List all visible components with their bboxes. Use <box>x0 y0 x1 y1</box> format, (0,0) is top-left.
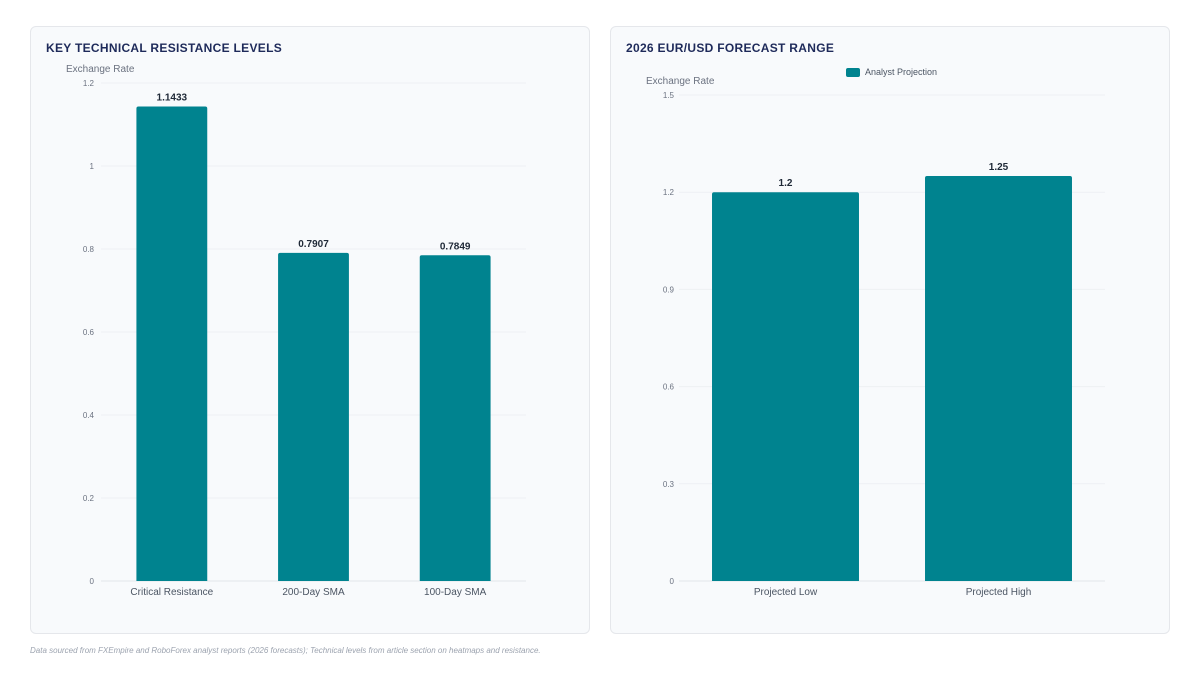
data-label: 1.25 <box>989 162 1009 173</box>
legend-label: Analyst Projection <box>865 67 938 77</box>
y-tick-label: 0.2 <box>83 494 95 503</box>
chart-title: 2026 EUR/USD FORECAST RANGE <box>626 41 835 55</box>
x-tick-label: Critical Resistance <box>130 587 213 598</box>
y-tick-label: 0.6 <box>663 383 675 392</box>
y-axis-label: Exchange Rate <box>646 76 715 87</box>
x-tick-label: Projected Low <box>754 587 818 598</box>
x-tick-label: 200-Day SMA <box>282 587 345 598</box>
y-tick-label: 1.5 <box>663 91 675 100</box>
y-tick-label: 1 <box>90 162 95 171</box>
legend-swatch <box>846 67 860 77</box>
bar <box>712 192 859 581</box>
bar <box>419 255 491 582</box>
data-label: 1.1433 <box>157 93 188 104</box>
y-tick-label: 0.8 <box>83 245 95 254</box>
chart-panel-forecast: 2026 EUR/USD FORECAST RANGE Analyst Proj… <box>610 26 1170 634</box>
x-tick-label: 100-Day SMA <box>424 587 487 598</box>
data-label: 0.7907 <box>298 239 329 250</box>
x-tick-label: Projected High <box>966 587 1032 598</box>
bar <box>278 252 349 581</box>
y-tick-label: 0.9 <box>663 285 675 294</box>
legend: Analyst Projection <box>846 67 937 77</box>
data-label: 1.2 <box>779 178 793 189</box>
y-tick-label: 0 <box>90 577 95 586</box>
y-tick-label: 0.6 <box>83 328 95 337</box>
source-footnote: Data sourced from FXEmpire and RoboForex… <box>30 646 541 655</box>
forecast-chart: Exchange Rate 0 0.3 0.6 0.9 1.2 1.5 1.2 Projecte… <box>646 76 1105 598</box>
data-label: 0.7849 <box>440 241 471 252</box>
bar <box>925 176 1072 581</box>
y-tick-label: 0.4 <box>83 411 95 420</box>
y-tick-label: 0.3 <box>663 480 675 489</box>
resistance-chart: Exchange Rate 0 0.2 0.4 0.6 0.8 1 1.2 1.1433 Crit… <box>66 64 526 598</box>
y-tick-label: 0 <box>670 577 675 586</box>
y-tick-label: 1.2 <box>663 188 675 197</box>
y-axis-label: Exchange Rate <box>66 64 135 75</box>
chart-title: KEY TECHNICAL RESISTANCE LEVELS <box>46 41 282 55</box>
y-tick-label: 1.2 <box>83 79 95 88</box>
chart-panel-resistance: KEY TECHNICAL RESISTANCE LEVELS Exchange… <box>30 26 590 634</box>
bar <box>136 106 208 581</box>
